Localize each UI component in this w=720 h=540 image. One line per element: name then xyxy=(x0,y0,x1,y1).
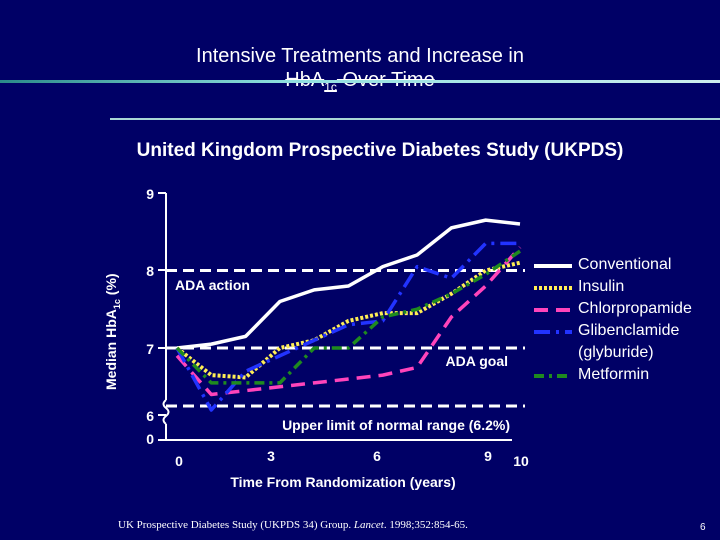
page-number: 6 xyxy=(700,522,706,533)
x-tick-label: 9 xyxy=(484,448,492,464)
x-tick-label: 10 xyxy=(513,453,529,469)
legend-label: (glyburide) xyxy=(578,344,654,361)
study-subtitle: United Kingdom Prospective Diabetes Stud… xyxy=(136,140,624,161)
x-tick-label: 6 xyxy=(373,448,381,464)
legend-label: Chlorpropamide xyxy=(578,300,692,317)
slide-title-line1: Intensive Treatments and Increase in xyxy=(196,45,524,67)
legend-swatch xyxy=(534,308,572,312)
citation-journal: Lancet xyxy=(353,519,384,531)
annotations: ADA action ADA goal Upper limit of normal … xyxy=(175,277,510,433)
x-axis-label: Time From Randomization (years) xyxy=(230,474,456,490)
y-tick-label: 0 xyxy=(146,431,154,447)
series-line-conventional xyxy=(176,218,521,350)
legend-swatch xyxy=(534,264,572,268)
annotation-ada-goal: ADA goal xyxy=(446,353,508,369)
y-axis-break xyxy=(162,399,170,425)
legend-swatch xyxy=(534,330,572,334)
legend-swatch xyxy=(534,286,572,290)
legend-label: Insulin xyxy=(578,278,625,295)
y-tick-label: 6 xyxy=(146,408,154,424)
legend-label: Metformin xyxy=(578,366,650,383)
citation: UK Prospective Diabetes Study (UKPDS 34)… xyxy=(118,519,468,531)
tick-labels: 9 8 7 6 0 0 3 6 9 10 xyxy=(146,186,529,469)
series-layer xyxy=(175,218,522,412)
series-line-metformin xyxy=(175,249,521,385)
citation-authors: UK Prospective Diabetes Study (UKPDS 34)… xyxy=(118,519,354,531)
citation-details: . 1998;352:854-65. xyxy=(383,519,468,531)
x-tick-label: 0 xyxy=(175,453,183,469)
title-divider-top xyxy=(0,80,720,83)
series-line-glibenclamide xyxy=(175,241,520,412)
y-tick-label: 7 xyxy=(146,341,154,357)
series-line-chlorpropamide xyxy=(175,246,522,397)
title-subscript: 1c xyxy=(324,80,337,94)
legend-swatch xyxy=(534,374,572,378)
legend-label: Glibenclamide xyxy=(578,322,680,339)
y-tick-label: 9 xyxy=(146,186,154,202)
chart-axes xyxy=(158,192,512,441)
reference-lines xyxy=(166,269,525,408)
title-divider-bottom xyxy=(110,118,720,120)
slide-title: Intensive Treatments and Increase in HbA… xyxy=(110,44,610,99)
series-line-insulin xyxy=(175,260,521,380)
x-tick-label: 3 xyxy=(267,448,275,464)
y-tick-label: 8 xyxy=(146,263,154,279)
annotation-normal-limit: Upper limit of normal range (6.2%) xyxy=(282,417,510,433)
legend-label: Conventional xyxy=(578,256,672,273)
annotation-ada-action: ADA action xyxy=(175,277,250,293)
